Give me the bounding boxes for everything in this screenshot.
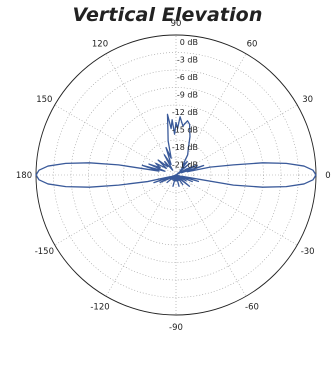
grid-spoke	[54, 104, 177, 176]
grid-spoke	[175, 174, 247, 297]
grid-ring	[140, 139, 212, 211]
radial-tick-label: -15 dB	[172, 126, 198, 135]
angle-tick-label: -90	[169, 323, 183, 333]
angle-tick-label: 180	[16, 171, 32, 181]
grid-ring	[158, 157, 194, 193]
angle-tick-label: 30	[302, 95, 313, 105]
radial-tick-label: -9 dB	[177, 91, 198, 100]
angle-tick-label: 120	[92, 39, 108, 49]
grid-spoke	[175, 104, 298, 176]
angle-tick-label: -150	[35, 247, 54, 257]
radial-tick-label: 0 dB	[180, 38, 198, 47]
angle-tick-label: 0	[325, 171, 330, 181]
radial-tick-label: -18 dB	[172, 143, 198, 152]
angle-tick-label: 150	[36, 95, 52, 105]
radial-tick-label: -6 dB	[177, 73, 198, 82]
angle-tick-label: 60	[247, 39, 258, 49]
angle-tick-label: -120	[90, 303, 109, 313]
angle-tick-label: 90	[171, 19, 182, 29]
grid-spoke	[105, 174, 177, 297]
angle-tick-label: -30	[301, 247, 315, 257]
angle-tick-label: -60	[245, 303, 259, 313]
grid-spoke	[175, 174, 298, 246]
pattern-line	[35, 113, 317, 188]
grid-spoke	[105, 53, 177, 176]
radial-tick-label: -3 dB	[177, 56, 198, 65]
grid-ring	[53, 52, 299, 298]
grid-spoke	[54, 174, 177, 246]
grid-ring	[123, 122, 229, 228]
grid-spoke	[175, 53, 247, 176]
chart-title: Vertical Elevation	[72, 4, 263, 26]
radial-tick-label: -12 dB	[172, 108, 198, 117]
pattern-series	[35, 113, 317, 188]
polar-labels: 0 30 60 90 120 150 180 -150 -120 -90 -60 -30 0 dB -3 …	[16, 19, 331, 333]
radial-tick-label: -21 dB	[172, 161, 198, 170]
